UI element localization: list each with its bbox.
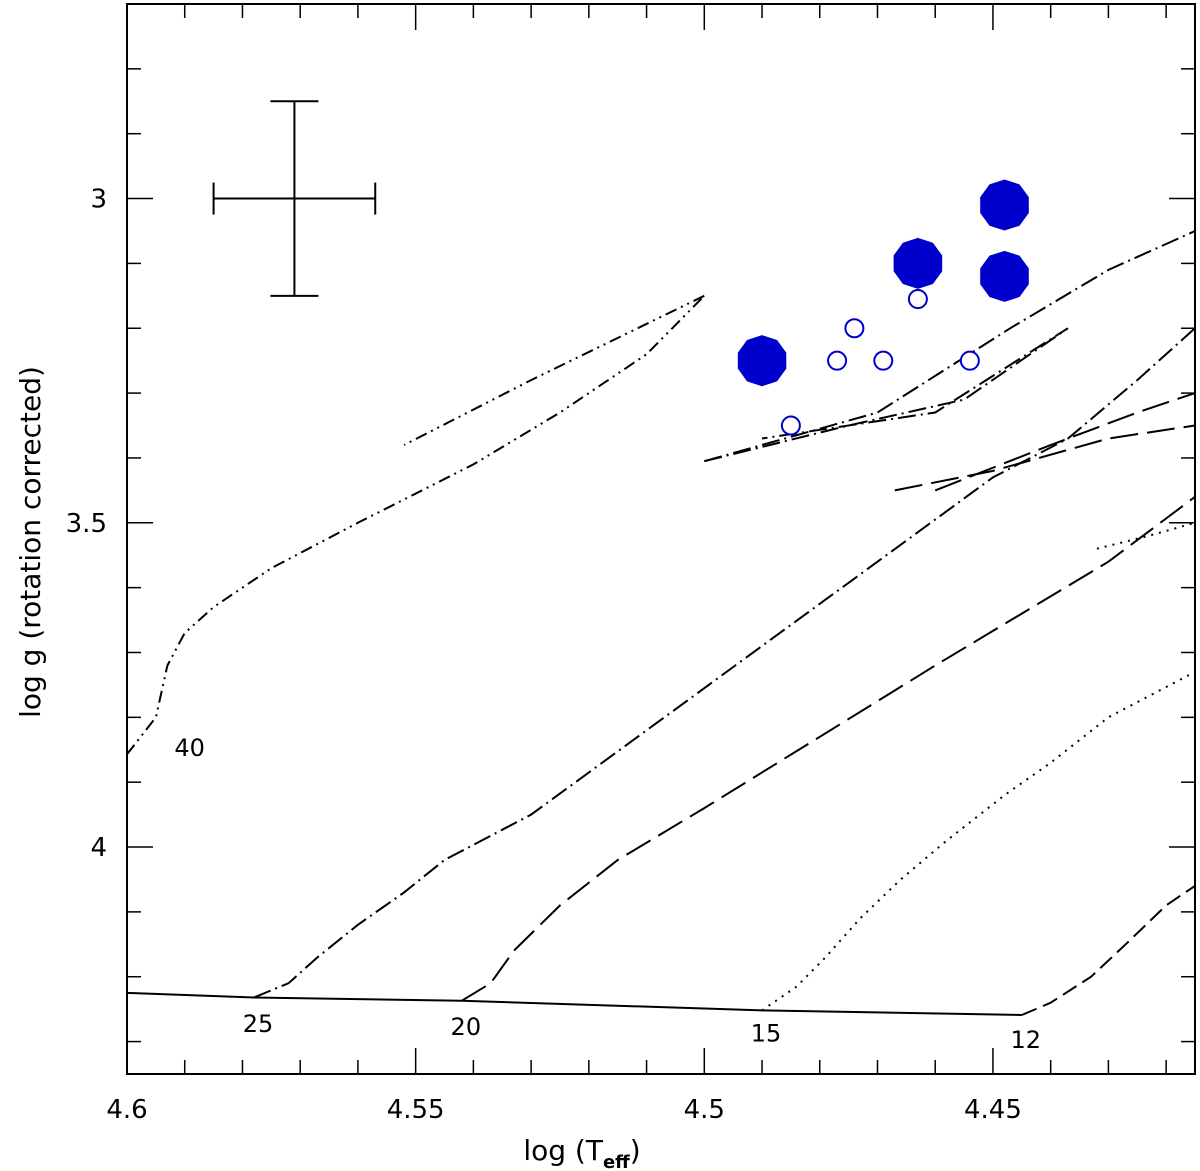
x-tick-label: 4.5 [684, 1095, 725, 1125]
track-label-25: 25 [243, 1010, 274, 1038]
y-tick-label: 3 [90, 185, 107, 215]
track-mass-labels: 40 25 20 15 12 [174, 734, 1041, 1054]
track-label-40: 40 [174, 734, 205, 762]
track-label-20: 20 [451, 1013, 482, 1041]
track-40-msun [127, 295, 706, 755]
x-tick-label: 4.45 [964, 1095, 1022, 1125]
open-star-point [827, 350, 848, 371]
data-points [737, 179, 1029, 436]
tick-marks [126, 3, 1195, 1074]
track-25-msun [253, 327, 1195, 999]
x-axis-title: log (Teff) [523, 1134, 640, 1171]
error-bar-cross [212, 100, 377, 297]
y-tick-label: 4 [90, 833, 107, 863]
open-star-point [907, 289, 928, 310]
filled-star-point [893, 237, 943, 289]
track-15-msun [1096, 521, 1195, 550]
y-tick-label: 3.5 [66, 509, 107, 539]
x-tick-label: 4.55 [387, 1095, 445, 1125]
filled-star-point [980, 250, 1029, 302]
track-20-msun [461, 495, 1195, 1002]
open-star-point [780, 415, 801, 436]
y-axis-title: log g (rotation corrected) [14, 366, 47, 718]
x-tick-label: 4.6 [106, 1095, 147, 1125]
track-15-msun [761, 671, 1195, 1012]
open-star-point [959, 350, 980, 371]
open-star-point [844, 318, 865, 339]
evolutionary-tracks [127, 230, 1195, 1016]
filled-star-point [980, 179, 1029, 231]
track-12-msun [1021, 885, 1195, 1016]
track-40-msun [403, 294, 705, 446]
track-label-12: 12 [1011, 1026, 1042, 1054]
x-tick-labels: 4.6 4.55 4.5 4.45 [106, 1095, 1022, 1125]
track-label-15: 15 [751, 1020, 782, 1048]
track-25-msun [704, 327, 1069, 463]
y-tick-labels: 33.54 [66, 185, 107, 863]
plot-frame [126, 3, 1196, 1075]
track-20-msun [934, 392, 1195, 492]
open-star-point [873, 350, 894, 371]
filled-star-point [737, 335, 787, 387]
track-25-msun [704, 230, 1195, 463]
track-20-msun [894, 424, 1195, 492]
